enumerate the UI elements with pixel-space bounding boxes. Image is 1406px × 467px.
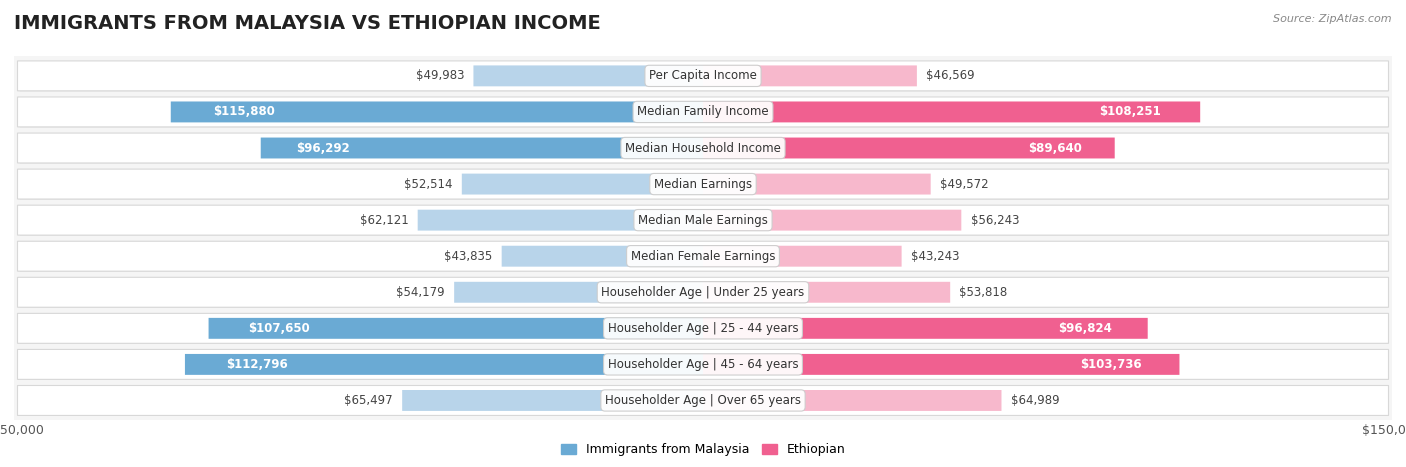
Text: Median Female Earnings: Median Female Earnings	[631, 250, 775, 263]
FancyBboxPatch shape	[703, 210, 962, 231]
FancyBboxPatch shape	[703, 65, 917, 86]
Legend: Immigrants from Malaysia, Ethiopian: Immigrants from Malaysia, Ethiopian	[555, 439, 851, 461]
Text: $49,983: $49,983	[416, 70, 464, 82]
FancyBboxPatch shape	[703, 318, 1147, 339]
FancyBboxPatch shape	[20, 350, 1389, 380]
Text: $43,243: $43,243	[911, 250, 959, 263]
FancyBboxPatch shape	[703, 282, 950, 303]
FancyBboxPatch shape	[20, 169, 1389, 199]
FancyBboxPatch shape	[20, 205, 1389, 236]
Text: $52,514: $52,514	[404, 177, 453, 191]
Text: $108,251: $108,251	[1098, 106, 1160, 119]
Text: $107,650: $107,650	[247, 322, 309, 335]
FancyBboxPatch shape	[20, 313, 1389, 344]
FancyBboxPatch shape	[20, 386, 1389, 416]
Text: $96,292: $96,292	[297, 142, 350, 155]
FancyBboxPatch shape	[418, 210, 703, 231]
Text: $56,243: $56,243	[970, 213, 1019, 226]
Text: $115,880: $115,880	[214, 106, 276, 119]
FancyBboxPatch shape	[20, 277, 1389, 308]
FancyBboxPatch shape	[260, 138, 703, 158]
FancyBboxPatch shape	[17, 277, 1389, 307]
FancyBboxPatch shape	[703, 174, 931, 195]
FancyBboxPatch shape	[703, 246, 901, 267]
Text: $89,640: $89,640	[1028, 142, 1081, 155]
Text: $53,818: $53,818	[959, 286, 1008, 299]
FancyBboxPatch shape	[474, 65, 703, 86]
Text: Median Household Income: Median Household Income	[626, 142, 780, 155]
FancyBboxPatch shape	[20, 61, 1389, 92]
FancyBboxPatch shape	[703, 138, 1115, 158]
FancyBboxPatch shape	[17, 97, 1389, 127]
Text: Householder Age | Over 65 years: Householder Age | Over 65 years	[605, 394, 801, 407]
Text: Source: ZipAtlas.com: Source: ZipAtlas.com	[1274, 14, 1392, 24]
Text: Householder Age | 45 - 64 years: Householder Age | 45 - 64 years	[607, 358, 799, 371]
Text: Householder Age | 25 - 44 years: Householder Age | 25 - 44 years	[607, 322, 799, 335]
Text: Householder Age | Under 25 years: Householder Age | Under 25 years	[602, 286, 804, 299]
FancyBboxPatch shape	[186, 354, 703, 375]
FancyBboxPatch shape	[17, 313, 1389, 343]
Text: $43,835: $43,835	[444, 250, 492, 263]
Text: $62,121: $62,121	[360, 213, 409, 226]
Text: Median Earnings: Median Earnings	[654, 177, 752, 191]
FancyBboxPatch shape	[454, 282, 703, 303]
Text: $65,497: $65,497	[344, 394, 394, 407]
Text: IMMIGRANTS FROM MALAYSIA VS ETHIOPIAN INCOME: IMMIGRANTS FROM MALAYSIA VS ETHIOPIAN IN…	[14, 14, 600, 33]
Text: $96,824: $96,824	[1059, 322, 1112, 335]
FancyBboxPatch shape	[703, 101, 1201, 122]
Text: $103,736: $103,736	[1080, 358, 1142, 371]
Text: Median Male Earnings: Median Male Earnings	[638, 213, 768, 226]
FancyBboxPatch shape	[17, 385, 1389, 416]
FancyBboxPatch shape	[17, 169, 1389, 199]
FancyBboxPatch shape	[17, 61, 1389, 91]
Text: Per Capita Income: Per Capita Income	[650, 70, 756, 82]
FancyBboxPatch shape	[20, 97, 1389, 127]
Text: Median Family Income: Median Family Income	[637, 106, 769, 119]
FancyBboxPatch shape	[17, 133, 1389, 163]
FancyBboxPatch shape	[703, 390, 1001, 411]
FancyBboxPatch shape	[170, 101, 703, 122]
FancyBboxPatch shape	[208, 318, 703, 339]
Text: $64,989: $64,989	[1011, 394, 1059, 407]
FancyBboxPatch shape	[20, 133, 1389, 163]
FancyBboxPatch shape	[17, 241, 1389, 271]
Text: $46,569: $46,569	[927, 70, 974, 82]
FancyBboxPatch shape	[402, 390, 703, 411]
FancyBboxPatch shape	[17, 349, 1389, 379]
Text: $49,572: $49,572	[939, 177, 988, 191]
Text: $54,179: $54,179	[396, 286, 444, 299]
FancyBboxPatch shape	[502, 246, 703, 267]
Text: $112,796: $112,796	[226, 358, 288, 371]
FancyBboxPatch shape	[17, 205, 1389, 235]
FancyBboxPatch shape	[461, 174, 703, 195]
FancyBboxPatch shape	[20, 241, 1389, 272]
FancyBboxPatch shape	[703, 354, 1180, 375]
